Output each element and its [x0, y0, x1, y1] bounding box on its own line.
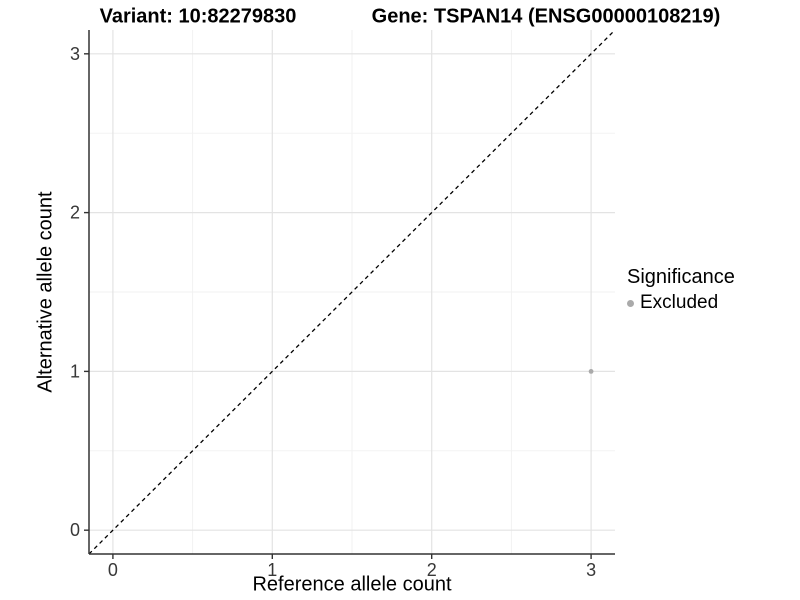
plot-title-variant: Variant: 10:82279830	[99, 5, 297, 28]
y-tick-label: 1	[70, 361, 80, 381]
legend-point-icon	[627, 299, 634, 307]
y-axis-title: Alternative allele count	[34, 191, 57, 393]
y-tick-label: 2	[70, 203, 80, 223]
legend-entry-label: Excluded	[640, 292, 719, 313]
x-axis-title: Reference allele count	[252, 573, 452, 596]
y-tick-label: 0	[70, 520, 80, 540]
legend-title: Significance	[627, 266, 735, 288]
x-tick-label: 1	[267, 560, 277, 580]
x-tick-label: 2	[427, 560, 437, 580]
y-tick-label: 3	[70, 44, 80, 64]
plot-title-gene: Gene: TSPAN14 (ENSG00000108219)	[371, 5, 721, 28]
legend-entry: Excluded	[627, 292, 735, 314]
legend: Significance Excluded	[627, 266, 735, 314]
data-point	[588, 368, 594, 374]
x-tick-label: 0	[108, 560, 118, 580]
x-tick-label: 3	[586, 560, 596, 580]
identity-reference-line	[88, 29, 616, 555]
